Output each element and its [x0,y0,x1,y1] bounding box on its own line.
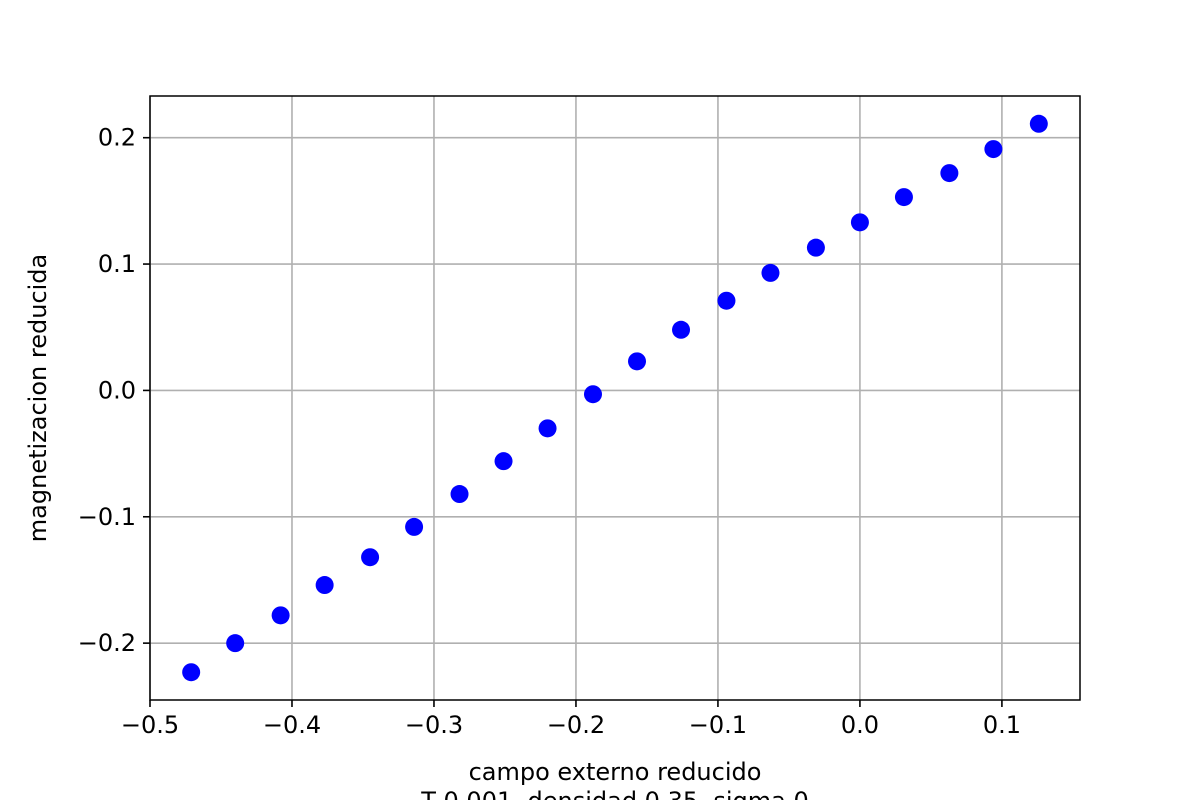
x-tick-label: −0.1 [689,711,747,739]
data-point [940,164,959,183]
y-axis-ticks: −0.2 −0.1 0.0 0.1 0.2 [78,124,150,657]
x-tick-label: −0.5 [121,711,179,739]
data-point [450,485,469,504]
data-point [894,188,913,207]
y-tick-label: 0.0 [98,376,136,404]
x-axis-sublabel: T 0.001, densidad 0.35, sigma 0 [420,787,809,800]
data-point [583,385,602,404]
y-tick-label: −0.1 [78,503,136,531]
data-point [984,140,1003,159]
y-tick-label: 0.2 [98,124,136,152]
x-axis-label: campo externo reducido [469,758,762,786]
data-point [182,663,201,682]
data-point [538,419,557,438]
x-tick-label: 0.1 [983,711,1021,739]
data-point [1029,114,1048,133]
y-tick-label: −0.2 [78,629,136,657]
grid-lines [149,96,1080,700]
data-point [717,291,736,310]
x-tick-label: 0.0 [841,711,879,739]
data-points [182,114,1048,682]
data-point [361,548,380,567]
data-point [850,213,869,232]
x-tick-label: −0.2 [547,711,605,739]
data-point [806,238,825,257]
data-point [494,452,513,471]
y-axis-label: magnetizacion reducida [24,254,52,542]
data-point [761,263,780,282]
x-axis-ticks: −0.5 −0.4 −0.3 −0.2 −0.1 0.0 0.1 [121,700,1021,739]
data-point [672,320,691,339]
data-point [628,352,647,371]
x-tick-label: −0.4 [263,711,321,739]
data-point [405,517,424,536]
x-tick-label: −0.3 [405,711,463,739]
data-point [271,606,290,625]
data-point [315,576,334,595]
data-point [226,634,245,653]
plot-frame [149,95,1081,701]
y-tick-label: 0.1 [98,250,136,278]
